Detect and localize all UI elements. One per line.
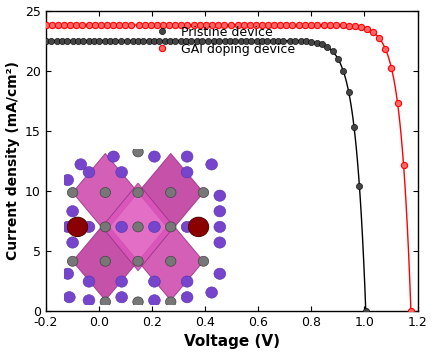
Pristine device — [43, 38, 48, 43]
Pristine device — [135, 38, 140, 43]
GAI doping device — [43, 23, 48, 27]
GAI doping device — [271, 23, 277, 27]
Pristine device — [97, 38, 102, 43]
Pristine device — [125, 38, 130, 43]
Pristine device — [243, 38, 249, 43]
Pristine device — [363, 309, 368, 313]
Line: Pristine device: Pristine device — [43, 38, 369, 314]
GAI doping device — [167, 23, 172, 27]
X-axis label: Voltage (V): Voltage (V) — [184, 334, 280, 349]
Pristine device — [146, 38, 151, 43]
Line: GAI doping device: GAI doping device — [43, 22, 414, 314]
Pristine device — [151, 38, 156, 43]
Y-axis label: Current density (mA/cm²): Current density (mA/cm²) — [6, 61, 19, 260]
GAI doping device — [148, 23, 153, 27]
GAI doping device — [104, 23, 110, 27]
GAI doping device — [136, 23, 141, 27]
Legend: Pristine device, GAI doping device: Pristine device, GAI doping device — [152, 26, 295, 56]
GAI doping device — [161, 23, 166, 27]
GAI doping device — [408, 309, 414, 313]
